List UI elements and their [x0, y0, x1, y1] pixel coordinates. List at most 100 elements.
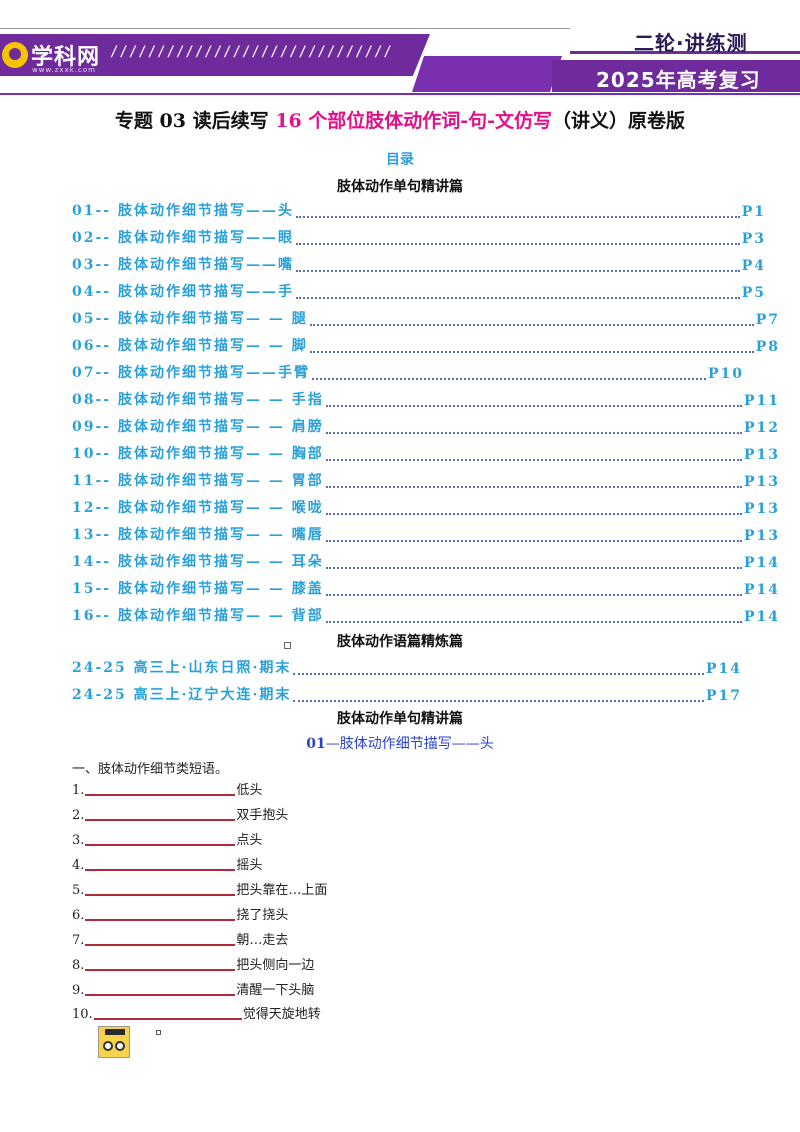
exercise-number: 5. [72, 883, 85, 898]
exercise-item: 3. 点头 [72, 830, 262, 848]
toc-entry-page: P10 [707, 366, 744, 382]
toc-entry[interactable]: 11-- 肢体动作细节描写— — 胃部 P13 [72, 470, 780, 490]
toc-entry[interactable]: 16-- 肢体动作细节描写— — 背部 P14 [72, 605, 780, 625]
toc-entry[interactable]: 01-- 肢体动作细节描写——头 P1 [72, 200, 766, 220]
toc-entry[interactable]: 24-25 高三上·辽宁大连·期末 P17 [72, 684, 742, 704]
exercise-intro: 一、肢体动作细节类短语。 [72, 762, 229, 777]
exercise-text: 挠了挠头 [236, 908, 289, 923]
exercise-text: 摇头 [236, 858, 263, 873]
exercise-number: 8. [72, 958, 85, 973]
body-section-heading: 肢体动作单句精讲篇 [337, 711, 463, 727]
site-logo: 学科网 [2, 38, 100, 72]
toc-heading: 目录 [386, 152, 414, 168]
toc-entry[interactable]: 08-- 肢体动作细节描写— — 手指 P11 [72, 389, 780, 409]
toc-entry-page: P13 [743, 447, 780, 463]
exercise-text: 点头 [236, 833, 263, 848]
exercise-item: 1. 低头 [72, 780, 262, 798]
exercise-item: 9. 清醒一下头脑 [72, 980, 314, 998]
toc-leader [309, 323, 754, 326]
mascot-eye-icon [103, 1041, 113, 1051]
answer-blank[interactable] [93, 1014, 242, 1020]
toc-leader [325, 404, 742, 407]
toc-entry-page: P7 [755, 312, 780, 328]
subsection-text: —肢体动作细节描写——头 [325, 736, 494, 752]
logo-url: www.zxxk.com [32, 66, 96, 74]
title-part-1: 专题 03 读后续写 [114, 110, 276, 132]
answer-blank[interactable] [85, 990, 236, 996]
graduation-cap-icon [105, 1029, 125, 1035]
toc-section-2-heading: 肢体动作语篇精炼篇 [337, 634, 463, 650]
toc-entry[interactable]: 14-- 肢体动作细节描写— — 耳朵 P14 [72, 551, 780, 571]
toc-entry-text: 16-- 肢体动作细节描写— — 背部 [72, 608, 324, 624]
toc-entry-text: 13-- 肢体动作细节描写— — 嘴唇 [72, 527, 324, 543]
banner-purple-band-extension [412, 56, 562, 92]
exercise-item: 6. 挠了挠头 [72, 905, 288, 923]
year-label-text: 2025年高考复习 [596, 68, 761, 92]
exercise-item: 10. 觉得天旋地转 [72, 1004, 321, 1022]
toc-entry-page: P5 [741, 285, 766, 301]
subsection-number: 01 [306, 736, 326, 752]
toc-entry[interactable]: 24-25 高三上·山东日照·期末 P14 [72, 657, 742, 677]
toc-entry-page: P1 [741, 204, 766, 220]
toc-entry-text: 24-25 高三上·山东日照·期末 [72, 660, 292, 676]
toc-entry[interactable]: 10-- 肢体动作细节描写— — 胸部 P13 [72, 443, 780, 463]
answer-blank[interactable] [85, 840, 236, 846]
toc-entry[interactable]: 13-- 肢体动作细节描写— — 嘴唇 P13 [72, 524, 780, 544]
toc-entry[interactable]: 02-- 肢体动作细节描写——眼 P3 [72, 227, 766, 247]
exercise-number: 1. [72, 783, 85, 798]
toc-entry-text: 05-- 肢体动作细节描写— — 腿 [72, 311, 308, 327]
answer-blank[interactable] [85, 965, 236, 971]
toc-entry[interactable]: 09-- 肢体动作细节描写— — 肩膀 P12 [72, 416, 780, 436]
toc-section-1-heading: 肢体动作单句精讲篇 [337, 179, 463, 195]
page-title: 专题 03 读后续写 16 个部位肢体动作词-句-文仿写（讲义）原卷版 [0, 106, 800, 133]
toc-entry-page: P3 [741, 231, 766, 247]
exercise-text: 把头侧向一边 [236, 958, 315, 973]
toc-entry-page: P14 [743, 609, 780, 625]
toc-entry-page: P14 [743, 555, 780, 571]
exercise-text: 把头靠在…上面 [236, 883, 328, 898]
toc-entry[interactable]: 05-- 肢体动作细节描写— — 腿 P7 [72, 308, 780, 328]
exercise-item: 5. 把头靠在…上面 [72, 880, 327, 898]
answer-blank[interactable] [85, 915, 236, 921]
toc-leader [325, 485, 742, 488]
toc-entry-page: P14 [743, 582, 780, 598]
toc-entry-text: 14-- 肢体动作细节描写— — 耳朵 [72, 554, 324, 570]
answer-blank[interactable] [85, 790, 236, 796]
series-label: 二轮·讲练测 [570, 26, 800, 55]
banner-bottom-rule [0, 93, 800, 95]
banner-purple-band [0, 34, 430, 76]
toc-leader [295, 215, 740, 218]
subsection-heading: 01—肢体动作细节描写——头 [0, 733, 800, 753]
exercise-number: 6. [72, 908, 85, 923]
toc-entry[interactable]: 06-- 肢体动作细节描写— — 脚 P8 [72, 335, 780, 355]
toc-entry[interactable]: 04-- 肢体动作细节描写——手 P5 [72, 281, 766, 301]
toc-leader [293, 699, 704, 702]
logo-mark-icon [2, 42, 28, 68]
toc-entry[interactable]: 07-- 肢体动作细节描写——手臂 P10 [72, 362, 744, 382]
toc-entry-text: 06-- 肢体动作细节描写— — 脚 [72, 338, 308, 354]
answer-blank[interactable] [85, 940, 236, 946]
toc-entry-text: 04-- 肢体动作细节描写——手 [72, 284, 294, 300]
toc-leader [325, 512, 742, 515]
answer-blank[interactable] [85, 890, 236, 896]
toc-entry[interactable]: 12-- 肢体动作细节描写— — 喉咙 P13 [72, 497, 780, 517]
toc-entry[interactable]: 03-- 肢体动作细节描写——嘴 P4 [72, 254, 766, 274]
exercise-number: 2. [72, 808, 85, 823]
toc-leader [293, 672, 704, 675]
answer-blank[interactable] [85, 815, 236, 821]
toc-entry-text: 03-- 肢体动作细节描写——嘴 [72, 257, 294, 273]
title-part-2: （讲义）原卷版 [552, 110, 686, 132]
exercise-number: 9. [72, 983, 85, 998]
toc-entry[interactable]: 15-- 肢体动作细节描写— — 膝盖 P14 [72, 578, 780, 598]
exercise-number: 3. [72, 833, 85, 848]
toc-entry-text: 02-- 肢体动作细节描写——眼 [72, 230, 294, 246]
toc-leader [311, 377, 706, 380]
toc-entry-text: 08-- 肢体动作细节描写— — 手指 [72, 392, 324, 408]
logo-text: 学科网 [31, 45, 101, 70]
exercise-text: 双手抱头 [236, 808, 289, 823]
exercise-item: 2. 双手抱头 [72, 805, 288, 823]
toc-entry-page: P11 [743, 393, 780, 409]
toc-leader [325, 458, 742, 461]
answer-blank[interactable] [85, 865, 236, 871]
placeholder-box [156, 1030, 161, 1035]
